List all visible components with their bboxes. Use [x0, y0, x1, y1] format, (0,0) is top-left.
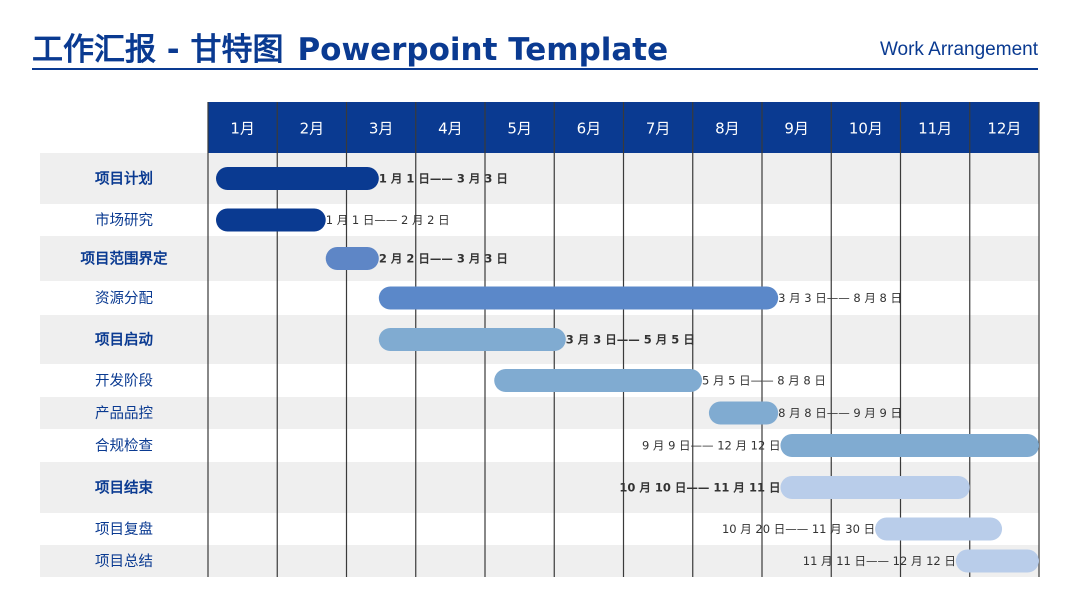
task-bar: [378, 286, 779, 310]
task-date-range: 10 月 20 日—— 11 月 30 日: [722, 522, 875, 536]
task-label: 项目复盘: [95, 520, 153, 538]
month-label: 2月: [300, 120, 325, 138]
row-background: [40, 236, 1039, 281]
task-bar: [780, 434, 1039, 457]
month-label: 10月: [849, 120, 883, 138]
task-label: 市场研究: [95, 212, 153, 229]
page-title: 工作汇报 - 甘特图 Powerpoint Template: [32, 24, 668, 69]
task-date-range: 9 月 9 日—— 12 月 12 日: [642, 439, 781, 453]
task-label: 开发阶段: [95, 373, 153, 390]
task-date-range: 3 月 3 日—— 8 月 8 日: [778, 291, 902, 305]
month-label: 6月: [577, 120, 602, 138]
title-chinese: 工作汇报 - 甘特图: [32, 32, 284, 68]
month-label: 9月: [784, 120, 809, 138]
task-label: 项目计划: [95, 170, 153, 188]
month-label: 7月: [646, 120, 671, 138]
month-label: 5月: [507, 120, 532, 138]
task-date-range: 5 月 5 日—— 8 月 8 日: [702, 374, 826, 388]
task-bar: [494, 369, 702, 392]
task-date-range: 1 月 1 日—— 3 月 3 日: [379, 172, 508, 186]
task-bar: [325, 247, 379, 270]
row-background: [40, 397, 1039, 429]
month-label: 8月: [715, 120, 740, 138]
month-label: 3月: [369, 120, 394, 138]
task-label: 项目范围界定: [81, 250, 168, 268]
task-bar: [955, 549, 1039, 573]
task-date-range: 10 月 10 日—— 11 月 11 日: [619, 481, 780, 495]
task-label: 产品品控: [95, 405, 153, 422]
task-date-range: 2 月 2 日—— 3 月 3 日: [379, 252, 508, 266]
task-bar: [875, 517, 1003, 541]
task-label: 资源分配: [95, 290, 153, 307]
task-date-range: 1 月 1 日—— 2 月 2 日: [326, 213, 450, 227]
task-bar: [378, 328, 566, 351]
month-label: 4月: [438, 120, 463, 138]
title-divider: [32, 68, 1038, 70]
task-bar: [780, 476, 970, 499]
task-bar: [216, 167, 379, 190]
task-bar: [708, 401, 779, 425]
task-date-range: 3 月 3 日—— 5 月 5 日: [566, 333, 695, 347]
task-date-range: 8 月 8 日—— 9 月 9 日: [778, 406, 902, 420]
task-label: 项目总结: [95, 553, 153, 570]
task-bar: [216, 208, 326, 232]
month-label: 11月: [918, 120, 952, 138]
row-background: [40, 153, 1039, 204]
task-date-range: 11 月 11 日—— 12 月 12 日: [803, 554, 956, 568]
row-background: [40, 545, 1039, 577]
task-label: 项目结束: [95, 479, 153, 497]
page-subtitle: Work Arrangement: [879, 39, 1038, 60]
task-label: 项目启动: [95, 331, 153, 349]
month-label: 1月: [230, 120, 255, 138]
task-label: 合规检查: [95, 438, 153, 455]
month-label: 12月: [987, 120, 1021, 138]
title-english: Powerpoint Template: [297, 32, 669, 68]
